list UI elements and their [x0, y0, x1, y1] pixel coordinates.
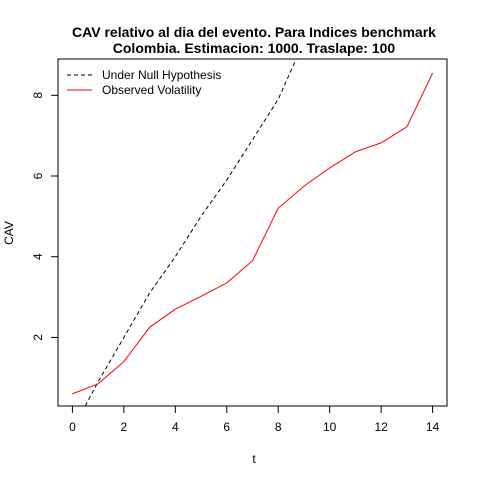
x-tick-label: 12 [374, 420, 388, 434]
x-tick-label: 10 [323, 420, 337, 434]
legend-label: Observed Volatility [102, 83, 201, 97]
x-axis-label: t [252, 452, 256, 466]
plot-frame [57, 58, 448, 407]
x-tick-label: 4 [172, 420, 179, 434]
y-tick-label: 2 [31, 334, 45, 341]
x-tick-label: 8 [275, 420, 282, 434]
series-line-observed-volatility [72, 72, 434, 395]
y-tick-label: 8 [31, 92, 45, 99]
plot-area: 0 2 4 6 8 10 12 14 2 4 6 8 Under Null HypothesisObse… [31, 58, 448, 434]
chart-title-line-2: Colombia. Estimacion: 1000. Traslape: 10… [113, 40, 396, 56]
chart-title-line-1: CAV relativo al dia del evento. Para Ind… [72, 24, 436, 40]
x-tick-label: 14 [426, 420, 440, 434]
series-line-under-null-hypothesis [84, 59, 297, 406]
x-tick-label: 2 [121, 420, 128, 434]
legend-label: Under Null Hypothesis [102, 68, 221, 82]
x-tick-label: 6 [223, 420, 230, 434]
y-tick-label: 4 [31, 253, 45, 260]
x-tick-label: 0 [69, 420, 76, 434]
y-tick-label: 6 [31, 172, 45, 179]
y-axis-label: CAV [2, 221, 16, 245]
